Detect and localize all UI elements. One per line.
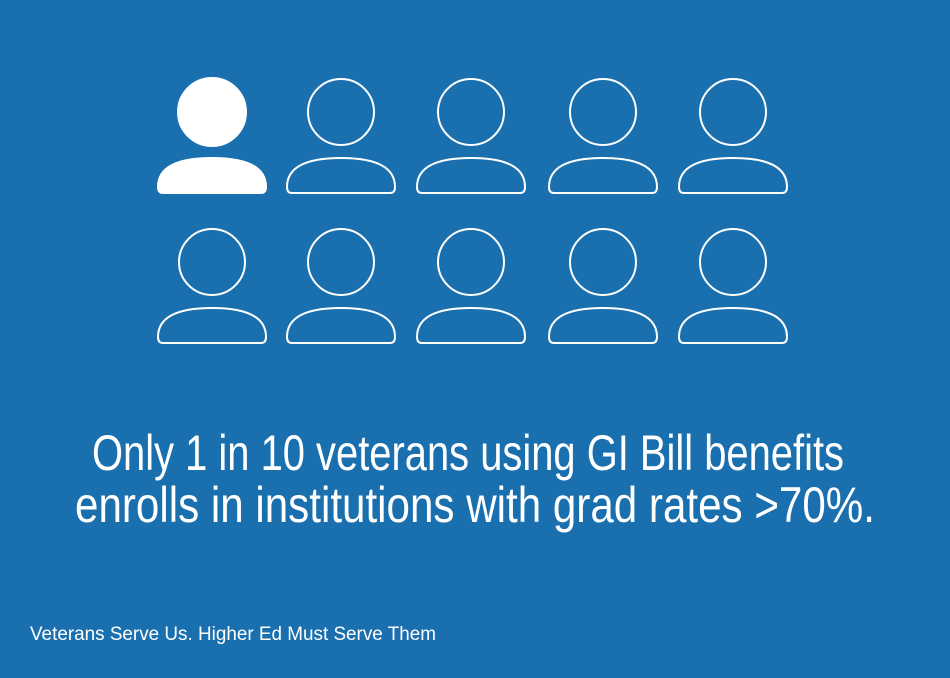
person-icon <box>699 228 767 296</box>
person-icon <box>569 228 637 296</box>
headline-line: Only 1 in 10 veterans using GI Bill bene… <box>92 425 844 481</box>
person-icon <box>547 306 659 344</box>
person-icon <box>156 306 268 344</box>
person-icon <box>569 78 637 146</box>
headline-line: enrolls in institutions with grad rates … <box>75 477 875 533</box>
person-icon <box>547 156 659 194</box>
person-icon <box>178 228 246 296</box>
person-icon <box>437 78 505 146</box>
person-icon <box>285 306 397 344</box>
person-icon <box>677 156 789 194</box>
person-icon <box>699 78 767 146</box>
person-icon <box>677 306 789 344</box>
person-icon-filled <box>177 77 247 147</box>
footer-text: Veterans Serve Us. Higher Ed Must Serve … <box>30 624 436 645</box>
person-icon <box>285 156 397 194</box>
person-icon <box>307 78 375 146</box>
person-icon <box>415 306 527 344</box>
pictogram <box>156 77 789 344</box>
person-icon <box>437 228 505 296</box>
person-icon <box>307 228 375 296</box>
person-icon-filled <box>156 156 268 194</box>
person-icon <box>415 156 527 194</box>
